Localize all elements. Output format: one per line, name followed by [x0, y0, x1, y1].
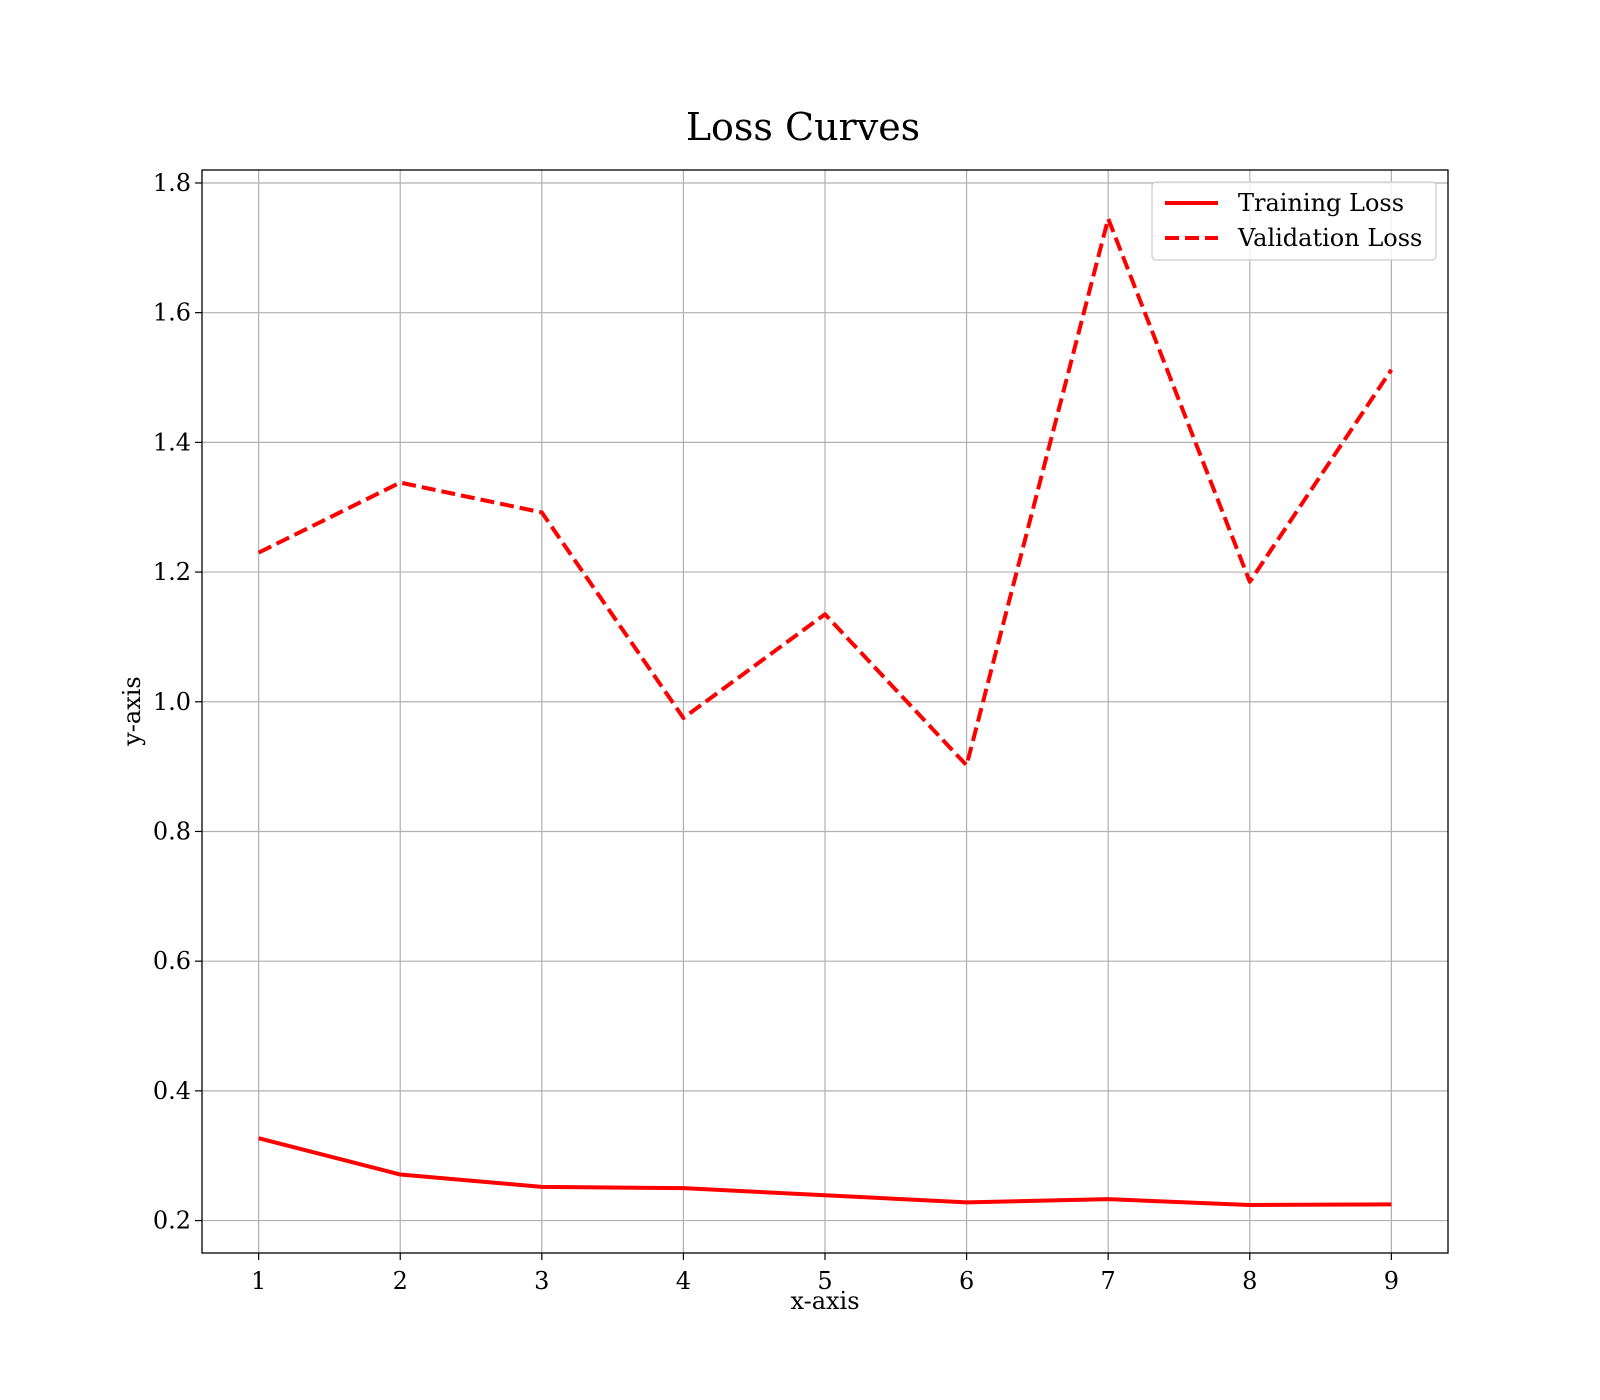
x-tick-label: 1: [251, 1267, 266, 1295]
grid: [202, 170, 1448, 1253]
x-tick-label: 7: [1101, 1267, 1116, 1295]
y-tick-label: 0.6: [153, 947, 191, 975]
y-tick-label: 1.0: [153, 688, 191, 716]
axis-ticks: 1 2 3 4 5 6 7 8 9 0.2 0.4 0.6 0.8 1.0 1.2 1.4 1.6 1.8: [153, 169, 1399, 1295]
x-tick-label: 5: [817, 1267, 832, 1295]
validation-loss-line: [257, 216, 1394, 768]
x-tick-label: 3: [534, 1267, 549, 1295]
y-tick-label: 1.8: [153, 169, 191, 197]
y-tick-label: 0.8: [153, 817, 191, 845]
x-axis-label: x-axis: [790, 1287, 859, 1315]
x-tick-label: 6: [959, 1267, 974, 1295]
legend-label-validation-loss: Validation Loss: [1237, 224, 1422, 252]
training-loss-line: [258, 1136, 1392, 1208]
x-tick-label: 2: [393, 1267, 408, 1295]
x-tick-label: 9: [1384, 1267, 1399, 1295]
series-lines: [257, 216, 1394, 1208]
y-tick-label: 1.4: [153, 428, 191, 456]
chart-title: Loss Curves: [686, 105, 920, 149]
legend-box: [1151, 181, 1437, 261]
x-tick-label: 4: [676, 1267, 691, 1295]
y-tick-label: 1.6: [153, 299, 191, 327]
y-tick-label: 0.2: [153, 1207, 191, 1235]
legend-label-training-loss: Training Loss: [1238, 189, 1404, 217]
y-tick-label: 1.2: [153, 558, 191, 586]
y-axis-label: y-axis: [118, 676, 146, 747]
legend: Training Loss Validation Loss: [1151, 181, 1437, 261]
y-tick-label: 0.4: [153, 1077, 191, 1105]
x-tick-label: 8: [1242, 1267, 1257, 1295]
